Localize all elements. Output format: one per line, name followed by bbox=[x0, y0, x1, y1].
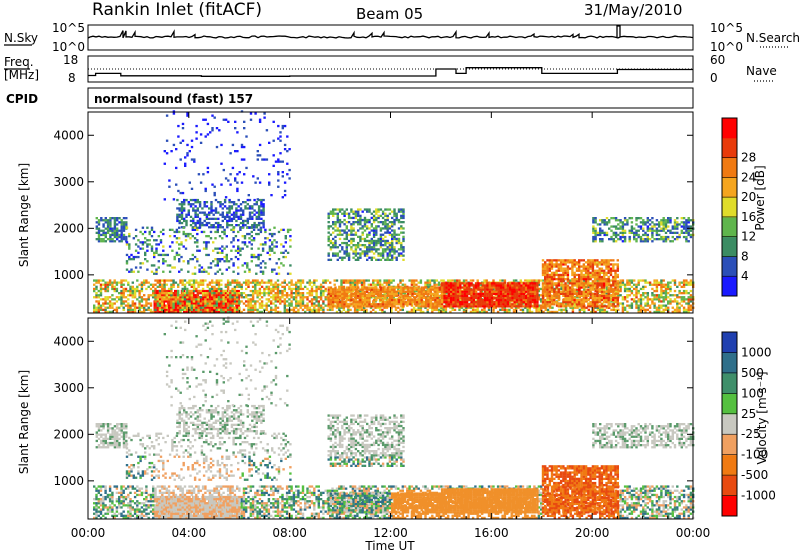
cpid-label: CPID bbox=[6, 92, 38, 106]
nave-label: Nave bbox=[746, 64, 777, 78]
y-tick-label: 4000 bbox=[53, 128, 84, 142]
colorbar-tick-label: 20 bbox=[741, 190, 756, 204]
colorbar-swatch bbox=[722, 216, 737, 238]
nsearch-label: N.Search bbox=[746, 31, 800, 45]
nsky-tick-bottom: 10^0 bbox=[52, 40, 85, 54]
freq-panel: Freq. [MHz] 18 8 60 0 Nave bbox=[4, 53, 777, 85]
colorbar-tick-label: 24 bbox=[741, 170, 756, 184]
power-data-cells bbox=[93, 110, 695, 314]
colorbar-swatch bbox=[722, 197, 737, 218]
colorbar-swatch bbox=[722, 413, 737, 435]
y-tick-label: 2000 bbox=[53, 427, 84, 441]
y-tick-label: 1000 bbox=[53, 268, 84, 282]
colorbar-swatch bbox=[722, 157, 737, 178]
date-title: 31/May/2010 bbox=[584, 1, 682, 19]
x-tick-label: 08:00 bbox=[272, 526, 307, 540]
nsearch-tick-bottom: 10^0 bbox=[710, 40, 743, 54]
colorbar-tick-label: -1000 bbox=[741, 489, 776, 503]
nsearch-tick-top: 10^5 bbox=[710, 21, 743, 35]
velocity-xlabel: Time UT bbox=[364, 539, 415, 553]
freq-trace bbox=[88, 67, 693, 77]
colorbar-swatch bbox=[722, 434, 737, 456]
colorbar-tick-label: 1000 bbox=[741, 345, 772, 359]
freq-tick-top: 18 bbox=[63, 53, 78, 67]
colorbar-tick-label: -100 bbox=[741, 448, 768, 462]
velocity-panel: 1000 2000 3000 4000 00:00 04:00 08:00 12:00 16:… bbox=[17, 112, 776, 553]
y-tick-label: 4000 bbox=[53, 334, 84, 348]
colorbar-swatch bbox=[722, 352, 737, 374]
colorbar-tick-label: 100 bbox=[741, 386, 764, 400]
colorbar-swatch bbox=[722, 393, 737, 415]
freq-tick-bottom: 8 bbox=[68, 71, 76, 85]
y-tick-label: 1000 bbox=[53, 474, 84, 488]
colorbar-tick-label: 12 bbox=[741, 230, 756, 244]
colorbar-swatch bbox=[722, 276, 737, 297]
power-colorbar-label: Power [dB] bbox=[753, 165, 767, 230]
nave-tick-bottom: 0 bbox=[710, 71, 718, 85]
power-panel: 1000 2000 3000 4000 Slant Range [km] 4 8 12 16… bbox=[17, 110, 767, 314]
colorbar-swatch bbox=[722, 236, 737, 257]
power-ylabel: Slant Range [km] bbox=[17, 163, 31, 267]
colorbar-tick-label: 4 bbox=[741, 269, 749, 283]
x-tick-label: 00:00 bbox=[676, 526, 711, 540]
colorbar-swatch bbox=[722, 372, 737, 394]
colorbar-tick-label: 16 bbox=[741, 210, 756, 224]
colorbar-swatch bbox=[722, 495, 737, 517]
nsky-panel: N.Sky 10^5 10^0 10^5 10^0 N.Search bbox=[4, 21, 800, 54]
colorbar-tick-label: -25 bbox=[741, 427, 761, 441]
velocity-colorbar-label: Velocity [m s⁻¹] bbox=[755, 371, 769, 464]
x-tick-label: 12:00 bbox=[373, 526, 408, 540]
nsky-trace bbox=[87, 25, 694, 39]
cpid-panel: CPID normalsound (fast) 157 bbox=[6, 87, 694, 109]
y-tick-label: 2000 bbox=[53, 221, 84, 235]
colorbar-tick-label: 500 bbox=[741, 366, 764, 380]
beam-title: Beam 05 bbox=[356, 5, 423, 23]
cpid-text: normalsound (fast) 157 bbox=[94, 92, 253, 106]
freq-label: Freq. bbox=[4, 55, 34, 69]
x-tick-label: 20:00 bbox=[575, 526, 610, 540]
nsky-label: N.Sky bbox=[4, 31, 38, 45]
colorbar-swatch bbox=[722, 454, 737, 476]
x-tick-label: 16:00 bbox=[474, 526, 509, 540]
x-tick-label: 00:00 bbox=[71, 526, 106, 540]
colorbar-tick-label: 28 bbox=[741, 151, 756, 165]
velocity-data-cells bbox=[93, 316, 695, 520]
freq-units: [MHz] bbox=[4, 68, 39, 82]
velocity-ylabel: Slant Range [km] bbox=[17, 370, 31, 474]
colorbar-tick-label: 25 bbox=[741, 407, 756, 421]
colorbar-swatch bbox=[722, 118, 737, 139]
colorbar-swatch bbox=[722, 256, 737, 277]
colorbar-swatch bbox=[722, 332, 737, 353]
colorbar-tick-label: -500 bbox=[741, 468, 768, 482]
station-title: Rankin Inlet (fitACF) bbox=[92, 0, 262, 20]
colorbar-tick-label: 8 bbox=[741, 249, 749, 263]
nave-tick-top: 60 bbox=[710, 53, 725, 67]
y-tick-label: 3000 bbox=[53, 175, 84, 189]
x-tick-label: 04:00 bbox=[172, 526, 207, 540]
nsky-tick-top: 10^5 bbox=[52, 21, 85, 35]
y-tick-label: 3000 bbox=[53, 381, 84, 395]
colorbar-swatch bbox=[722, 177, 737, 198]
colorbar-swatch bbox=[722, 137, 737, 159]
colorbar-swatch bbox=[722, 475, 737, 497]
